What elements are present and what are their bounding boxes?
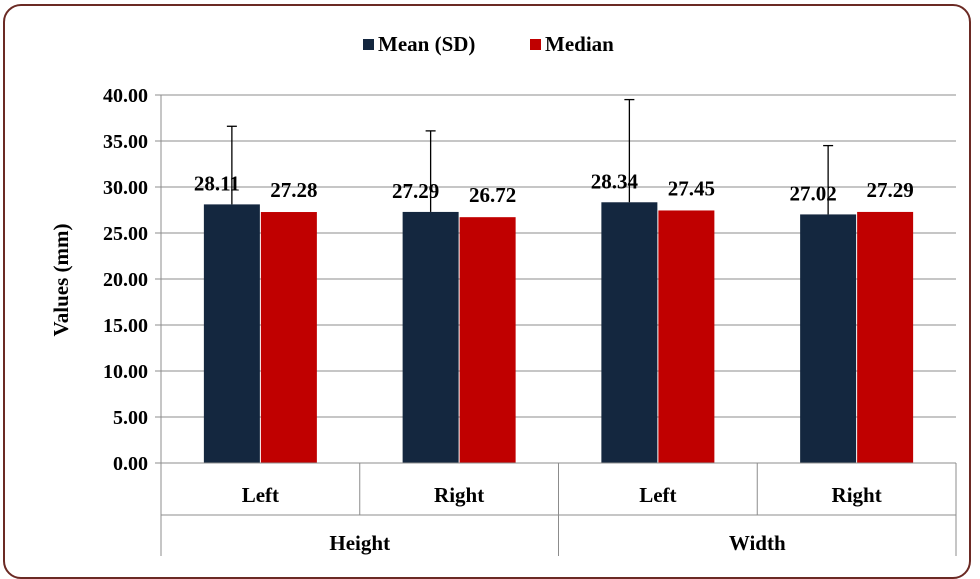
y-tick-label: 5.00	[113, 407, 148, 429]
legend-label-mean: Mean (SD)	[378, 32, 475, 56]
data-label-median: 27.45	[668, 176, 715, 200]
x-category-label: Left	[639, 483, 676, 507]
y-tick-label: 20.00	[103, 269, 148, 291]
x-category-label: Left	[242, 483, 279, 507]
y-tick-label: 10.00	[103, 361, 148, 383]
y-axis-title: Values (mm)	[49, 224, 73, 337]
bar-median	[857, 211, 914, 463]
y-tick-label: 15.00	[103, 315, 148, 337]
data-label-median: 27.28	[270, 178, 317, 202]
error-bars	[226, 98, 834, 215]
legend: Mean (SD) Median	[363, 32, 614, 56]
x-group-label: Width	[729, 531, 786, 555]
data-label-mean: 27.29	[392, 179, 439, 203]
y-tick-label: 25.00	[103, 223, 148, 245]
bar-mean	[203, 204, 260, 463]
legend-swatch-median	[530, 39, 541, 50]
bar-median	[260, 212, 317, 463]
bar-chart: Mean (SD) Median 0.00 5.00 10.00 15.00 20.00…	[49, 32, 957, 556]
bars	[203, 202, 914, 463]
x-axis: Left Right Left Right Height Width	[160, 462, 957, 556]
data-label-median: 27.29	[867, 178, 914, 202]
bar-median	[658, 210, 715, 463]
data-labels: 28.11 27.28 27.29 26.72 28.34 27.45 27.02 27.29	[194, 169, 914, 207]
y-tick-label: 30.00	[103, 177, 148, 199]
bar-mean	[402, 211, 459, 463]
bar-mean	[800, 214, 857, 463]
x-category-label: Right	[434, 483, 484, 507]
y-tick-label: 35.00	[103, 131, 148, 153]
y-tick-label: 40.00	[103, 85, 148, 107]
legend-label-median: Median	[545, 32, 614, 56]
y-tick-label: 0.00	[113, 453, 148, 475]
data-label-mean: 28.11	[194, 171, 240, 195]
x-group-label: Height	[329, 531, 390, 555]
x-category-label: Right	[832, 483, 882, 507]
data-label-mean: 28.34	[591, 169, 639, 193]
data-label-mean: 27.02	[790, 181, 837, 205]
legend-swatch-mean	[363, 39, 374, 50]
bar-median	[459, 217, 516, 463]
y-axis-ticks: 0.00 5.00 10.00 15.00 20.00 25.00 30.00 35.00 40…	[103, 85, 162, 475]
bar-mean	[601, 202, 658, 463]
data-label-median: 26.72	[469, 183, 516, 207]
